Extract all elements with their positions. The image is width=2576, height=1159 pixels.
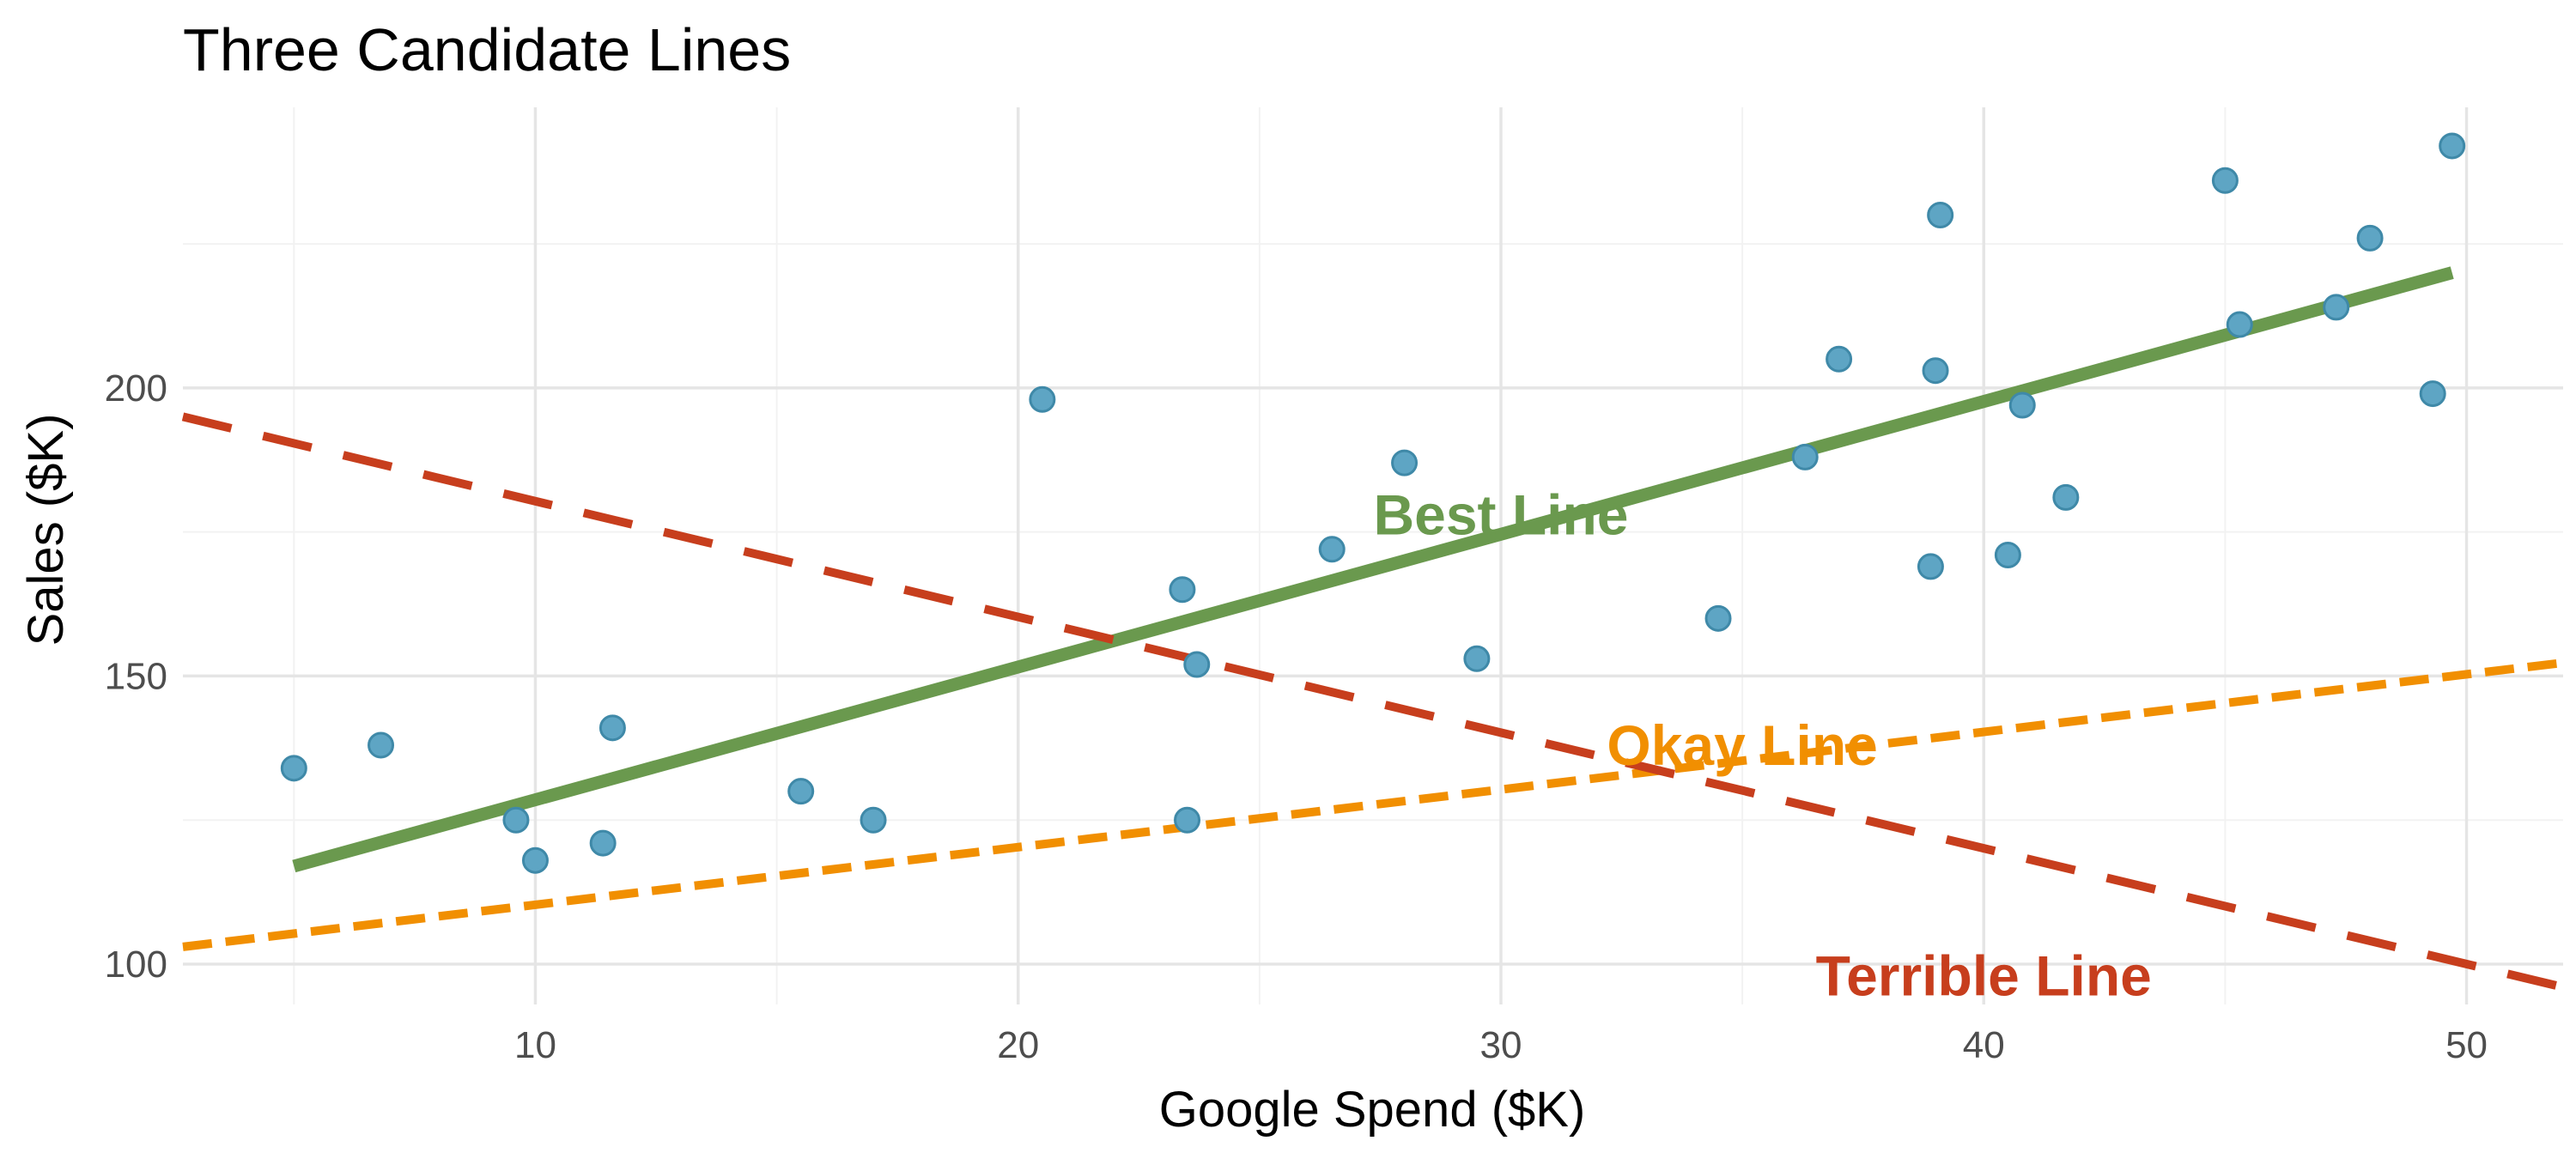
data-point [1917, 553, 1944, 580]
data-point [787, 778, 815, 805]
line-labels: Best Line Okay Line Terrible Line [1373, 483, 2151, 1008]
data-point [2008, 391, 2036, 419]
data-point [1183, 651, 1211, 678]
axis-ticks: 10 20 30 40 50 100 150 200 [105, 367, 2488, 1066]
data-point [502, 806, 530, 834]
data-point [368, 731, 395, 759]
data-point [1029, 385, 1056, 413]
data-point [589, 829, 617, 857]
data-point [2419, 380, 2446, 408]
y-tick-label: 200 [105, 367, 167, 410]
best-line-label: Best Line [1373, 483, 1628, 547]
data-point [2226, 311, 2253, 338]
data-point [1994, 541, 2021, 568]
grid [183, 107, 2563, 1004]
terrible-line-label: Terrible Line [1816, 944, 2152, 1007]
data-point [2052, 483, 2080, 511]
x-tick-label: 10 [514, 1024, 556, 1066]
x-tick-label: 40 [1963, 1024, 2005, 1066]
data-point [1169, 576, 1196, 604]
x-tick-label: 30 [1480, 1024, 1522, 1066]
data-point [1922, 357, 1949, 385]
data-point [1391, 449, 1419, 476]
data-point [2211, 167, 2239, 194]
x-tick-label: 20 [997, 1024, 1039, 1066]
data-point [2323, 294, 2350, 321]
data-point [1463, 645, 1491, 672]
scatter-points [280, 132, 2466, 874]
okay-line-label: Okay Line [1607, 713, 1877, 777]
best-line [292, 266, 2454, 873]
x-axis-label: Google Spend ($K) [1159, 1082, 1586, 1138]
data-point [598, 714, 626, 742]
data-point [521, 846, 549, 874]
y-tick-label: 150 [105, 655, 167, 697]
okay-line [182, 658, 2564, 951]
y-axis-label: Sales ($K) [18, 414, 74, 646]
data-point [280, 755, 307, 782]
data-point [1318, 536, 1346, 563]
y-tick-label: 100 [105, 944, 167, 986]
data-point [1704, 604, 1732, 632]
data-point [2356, 224, 2384, 252]
data-point [1826, 345, 1853, 373]
data-point [860, 806, 887, 834]
data-point [1791, 443, 1819, 470]
x-tick-label: 50 [2445, 1024, 2488, 1066]
chart-title: Three Candidate Lines [183, 16, 791, 83]
data-point [1927, 202, 1954, 229]
data-point [1174, 806, 1201, 834]
candidate-lines [181, 266, 2565, 992]
data-point [2439, 132, 2466, 160]
